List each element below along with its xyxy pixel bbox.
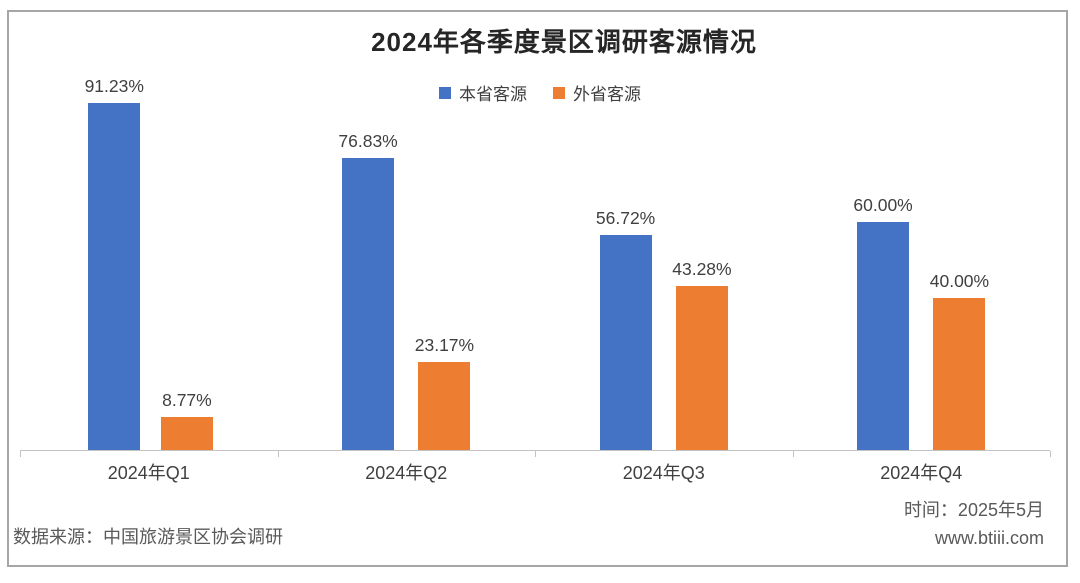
- axis-tick: [20, 451, 21, 457]
- chart-title: 2024年各季度景区调研客源情况: [371, 27, 757, 57]
- x-axis-labels: 2024年Q1 2024年Q2 2024年Q3 2024年Q4: [20, 459, 1050, 485]
- bar-value-label: 56.72%: [595, 207, 656, 228]
- bar-q2-outer: [418, 362, 471, 450]
- bar-value-label: 40.00%: [929, 271, 990, 291]
- bar-col-q3-local: 56.72%: [595, 207, 656, 450]
- x-label-q1: 2024年Q1: [107, 463, 190, 483]
- x-label-q4: 2024年Q4: [880, 463, 963, 483]
- bar-col-q1-outer: 8.77%: [160, 389, 213, 450]
- bar-q4-outer: [933, 298, 986, 450]
- legend-swatch-blue-icon: [439, 86, 451, 99]
- legend-swatch-orange-icon: [553, 86, 565, 99]
- x-label-q3: 2024年Q3: [622, 463, 705, 483]
- bar-value-label: 91.23%: [84, 76, 144, 97]
- bar-col-q4-local: 60.00%: [853, 195, 913, 450]
- bar-col-q1-local: 91.23%: [85, 76, 144, 450]
- axis-tick: [277, 451, 279, 457]
- legend-item-local: 本省客源: [439, 80, 527, 105]
- bar-group-q1: 91.23% 8.77%: [20, 70, 278, 450]
- legend-label-outer: 外省客源: [573, 85, 641, 104]
- bar-value-label: 23.17%: [414, 335, 475, 355]
- bar-q1-outer: [160, 416, 213, 450]
- bar-q3-outer: [675, 285, 728, 450]
- bar-col-q2-outer: 23.17%: [415, 335, 474, 450]
- bar-value-label: 8.77%: [162, 389, 212, 410]
- bar-q2-local: [342, 158, 395, 450]
- bar-q3-local: [599, 234, 652, 450]
- chart-legend: 本省客源 外省客源: [0, 80, 1080, 105]
- bar-value-label: 60.00%: [853, 195, 913, 215]
- bar-col-q3-outer: 43.28%: [672, 258, 732, 450]
- legend-label-local: 本省客源: [459, 85, 527, 104]
- bar-group-q3: 56.72% 43.28%: [535, 70, 793, 450]
- bar-chart-plot: 91.23% 8.77% 76.83% 23.17% 56.72% 43.28%…: [20, 70, 1050, 450]
- x-label-q2: 2024年Q2: [365, 463, 448, 483]
- axis-tick: [535, 451, 536, 457]
- legend-item-outer: 外省客源: [553, 80, 641, 105]
- bar-group-q2: 76.83% 23.17%: [278, 70, 536, 450]
- footer-meta: 时间：2025年5月 www.btiii.com: [904, 496, 1044, 552]
- bar-col-q2-local: 76.83%: [338, 131, 398, 450]
- data-source-note: 数据来源：中国旅游景区协会调研: [13, 527, 283, 547]
- website-text: www.btiii.com: [934, 528, 1044, 548]
- bar-value-label: 43.28%: [672, 258, 732, 279]
- bar-value-label: 76.83%: [338, 131, 398, 151]
- bar-q4-local: [857, 222, 910, 450]
- axis-tick: [792, 451, 794, 457]
- bar-col-q4-outer: 40.00%: [930, 271, 989, 450]
- bar-group-q4: 60.00% 40.00%: [793, 70, 1051, 450]
- time-note: 时间：2025年5月: [903, 500, 1044, 520]
- axis-tick: [1050, 451, 1051, 457]
- bar-q1-local: [88, 103, 141, 450]
- x-axis-line: [20, 450, 1051, 457]
